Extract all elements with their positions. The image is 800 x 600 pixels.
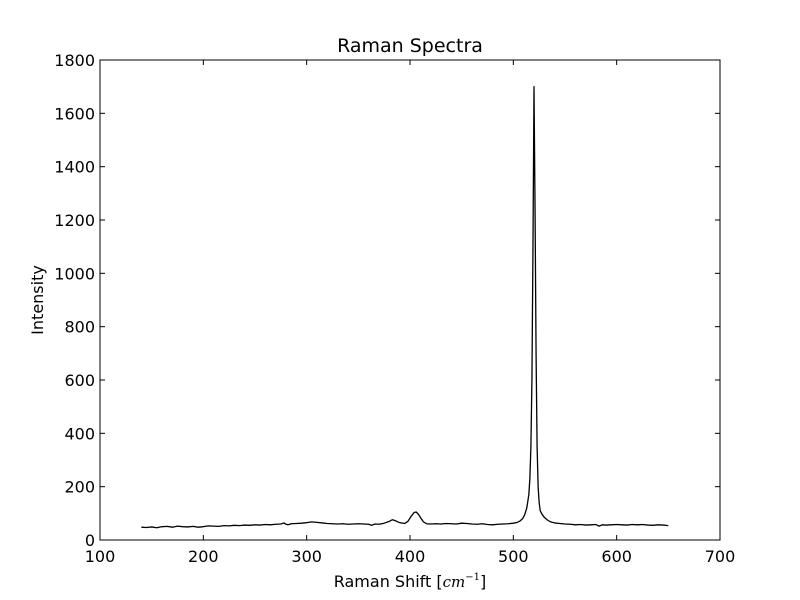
y-tick-label: 800 bbox=[64, 318, 95, 337]
y-tick-label: 1400 bbox=[54, 158, 95, 177]
x-tick-label: 100 bbox=[85, 547, 116, 566]
y-tick-label: 600 bbox=[64, 371, 95, 390]
x-axis-label: Raman Shift [cm−1] bbox=[334, 572, 487, 591]
chart-title: Raman Spectra bbox=[337, 35, 483, 57]
y-tick-label: 1000 bbox=[54, 264, 95, 283]
y-tick-label: 1200 bbox=[54, 211, 95, 230]
x-axis-label-prefix: Raman Shift [ bbox=[334, 572, 443, 591]
y-tick-label: 0 bbox=[85, 531, 95, 550]
plot-frame bbox=[99, 59, 721, 541]
x-tick-label: 500 bbox=[498, 547, 529, 566]
x-tick-label: 300 bbox=[291, 547, 322, 566]
x-tick-label: 600 bbox=[601, 547, 632, 566]
x-axis-label-exponent: −1 bbox=[465, 572, 480, 583]
spectrum-line-0 bbox=[141, 86, 669, 529]
y-tick-label: 400 bbox=[64, 424, 95, 443]
x-axis-label-unit: cm bbox=[443, 573, 466, 591]
x-tick-label: 700 bbox=[705, 547, 736, 566]
x-tick-label: 400 bbox=[395, 547, 426, 566]
x-tick-label: 200 bbox=[188, 547, 219, 566]
y-tick-label: 1600 bbox=[54, 104, 95, 123]
y-tick-label: 1800 bbox=[54, 51, 95, 70]
x-axis-label-suffix: ] bbox=[480, 572, 486, 591]
y-axis-label: Intensity bbox=[28, 265, 47, 335]
y-tick-label: 200 bbox=[64, 478, 95, 497]
